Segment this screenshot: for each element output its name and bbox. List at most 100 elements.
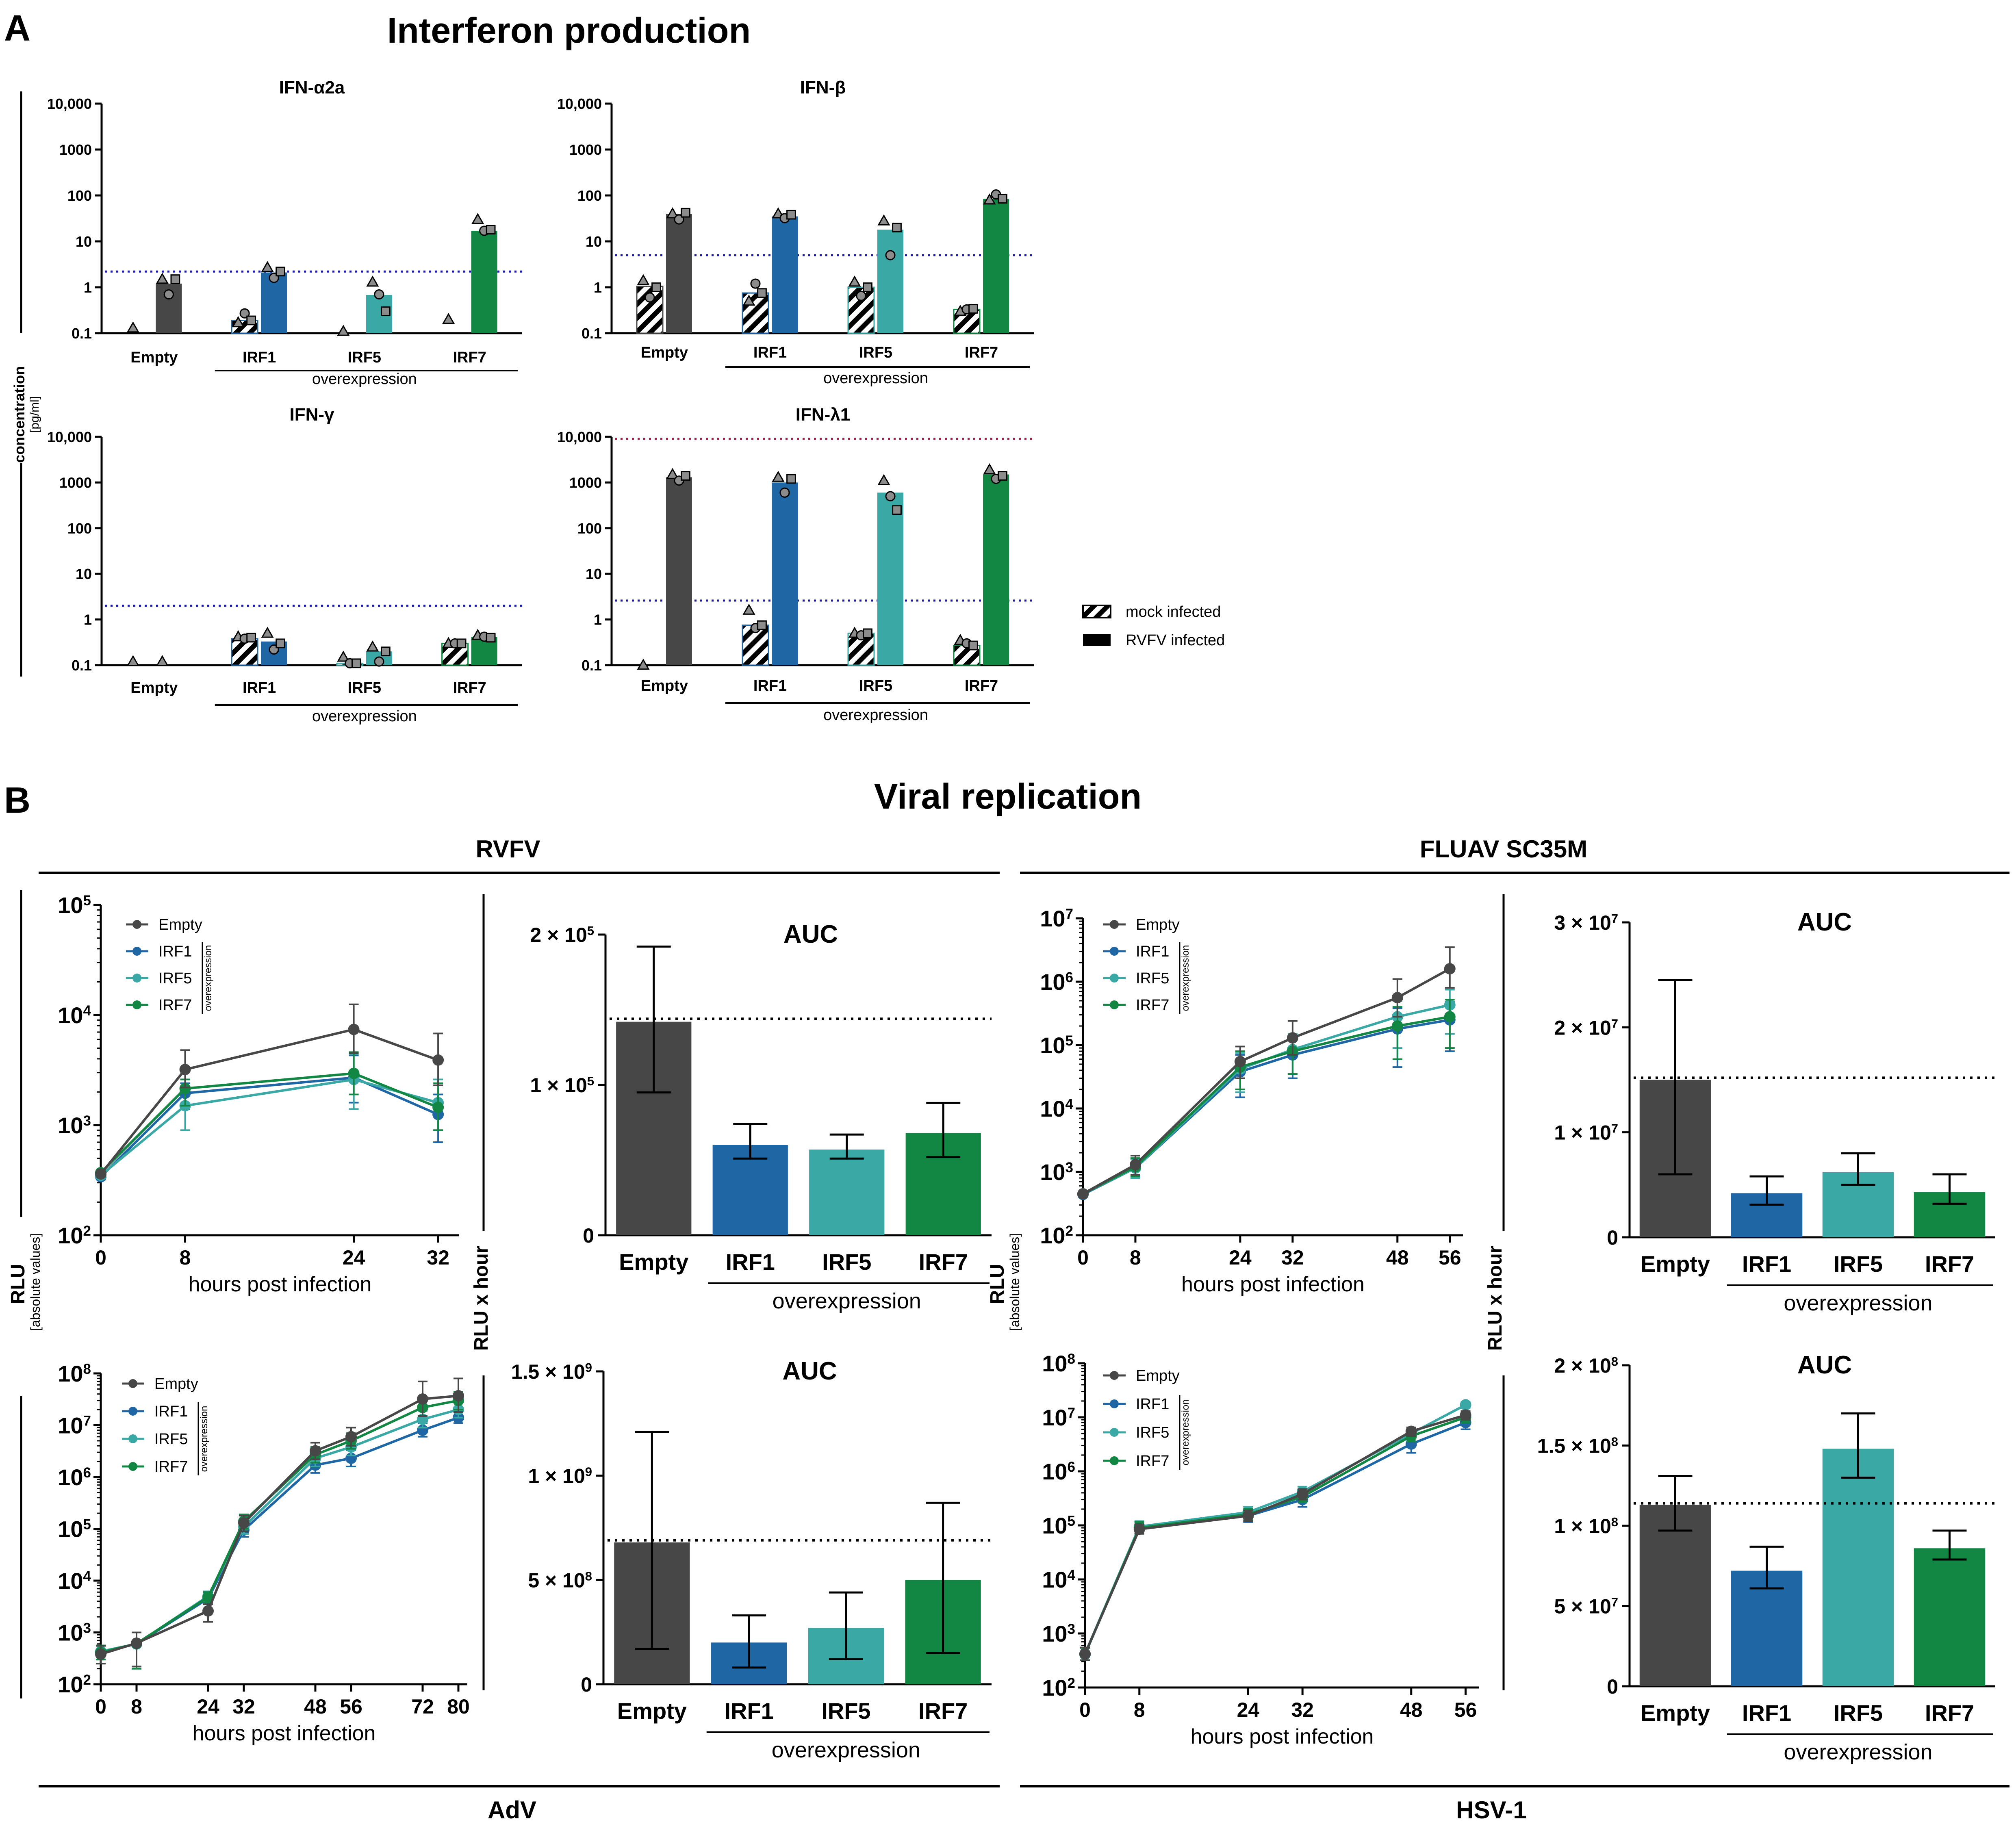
group-label: Empty [130,349,178,366]
auc-bar-irf5 [1822,1449,1894,1686]
ifn-chart-title: IFN-γ [290,405,335,425]
rvfv-point [276,267,286,277]
y-tick-label: 102 [58,1672,91,1697]
x-tick-label: 8 [180,1246,191,1269]
y-tick-label: 10,000 [557,95,602,112]
viral-chart-1: 2 × 105 1 × 105 0 AUC Empty IRF1 IRF5 IRF7 overe… [530,920,992,1313]
rvfv-point [156,273,169,284]
legend-label: Empty [1136,1367,1180,1384]
y-tick-label: 100 [577,187,602,204]
legend-marker [1110,1456,1119,1465]
rvfv-point [772,471,785,482]
mock-point [351,658,361,668]
ifn-chart-0: IFN-α2a 10,000 1000 100 10 1 0.1 Empty IRF1 IRF5 I… [47,78,522,388]
series-line-irf1 [100,1076,439,1178]
mock-point [742,294,755,306]
series-point [1234,1056,1246,1067]
auc-bar-irf1 [1731,1570,1803,1686]
rvfv-point [380,306,391,316]
x-tick-label: 24 [1229,1246,1252,1269]
y-tick-label: 1.5 × 109 [511,1360,592,1384]
legend-marker [132,947,141,956]
category-label: IRF7 [918,1698,968,1724]
category-label: IRF5 [1834,1251,1883,1277]
x-tick-label: 32 [1281,1246,1304,1269]
rlu-label-right: RLU [absolute values] [987,1233,1022,1331]
y-tick-label: 107 [58,1413,91,1438]
category-label: Empty [617,1698,687,1724]
auc-bar-irf1 [712,1145,788,1235]
series-point [1129,1159,1141,1171]
rvfv-bar [772,216,798,333]
y-tick-label: 102 [1040,1223,1073,1248]
mock-point [637,658,650,670]
y-tick-label: 102 [1042,1675,1075,1701]
x-axis-label: hours post infection [189,1273,372,1296]
mock-point [742,603,755,615]
x-tick-label: 32 [232,1695,255,1718]
series-point [179,1082,191,1094]
y-tick-label: 5 × 107 [1554,1595,1618,1618]
category-label: Empty [1641,1700,1710,1726]
legend-label: IRF7 [154,1458,188,1475]
category-label: IRF7 [1925,1700,1974,1726]
viral-chart-7: 2 × 108 1.5 × 108 1 × 108 5 × 107 0 AUC Empty I… [1537,1351,1995,1764]
panel-a-title: Interferon production [387,10,751,50]
rvfv-point [366,275,379,287]
concentration-unit: [pg/ml] [28,396,41,433]
y-tick-label: 10 [586,233,602,250]
series-point [1077,1188,1089,1200]
y-tick-label: 105 [1040,1032,1073,1058]
legend-label: IRF1 [1136,1396,1169,1413]
x-tick-label: 0 [1077,1246,1089,1269]
y-tick-label: 1 × 105 [530,1074,594,1097]
category-label: Empty [619,1249,688,1275]
line-legend: Empty IRF1 IRF5 IRF7 overexpression [1103,1367,1191,1470]
rvfv-point [877,214,890,226]
y-tick-label: 105 [58,1516,91,1542]
rvfv-point [681,471,690,481]
legend-marker [1110,974,1119,983]
series-line-empty [100,1028,439,1175]
mock-point [863,628,872,638]
y-tick-label: 0.1 [582,325,602,342]
y-tick-label: 1 × 109 [528,1464,592,1488]
legend-label: IRF7 [1136,997,1169,1014]
series-point [131,1637,142,1649]
rvfv-point [276,638,286,649]
rvfv-point [486,225,496,235]
x-tick-label: 48 [1386,1246,1409,1269]
x-tick-label: 0 [95,1246,106,1269]
series-point [1391,992,1403,1004]
rvfv-point [374,289,384,300]
panel-a-legend: mock infected RVFV infected [1082,603,1225,649]
category-label: IRF7 [919,1249,968,1275]
group-label: IRF7 [965,677,998,694]
legend-label: IRF7 [1136,1453,1169,1470]
y-tick-label: 104 [1042,1567,1075,1592]
auc-title: AUC [1797,908,1852,936]
legend-mock-label: mock infected [1126,603,1221,620]
series-point [1242,1510,1254,1522]
legend-label: Empty [154,1375,198,1393]
legend-marker [132,1000,141,1009]
overexpression-label: overexpression [1784,1740,1932,1764]
y-tick-label: 1000 [59,474,92,491]
mock-point [442,312,455,324]
y-tick-label: 10,000 [47,429,92,445]
x-tick-label: 8 [131,1695,142,1718]
mock-point [863,282,872,292]
series-point [432,1102,444,1113]
series-point [179,1064,191,1076]
mock-point [126,655,139,666]
category-label: IRF1 [726,1249,775,1275]
overexpression-label: overexpression [312,708,417,725]
overexpression-label: overexpression [823,370,928,387]
x-axis-label: hours post infection [1191,1725,1374,1748]
ifn-chart-title: IFN-λ1 [796,405,850,425]
rvfv-point [983,463,996,475]
legend-label: IRF1 [158,943,192,960]
